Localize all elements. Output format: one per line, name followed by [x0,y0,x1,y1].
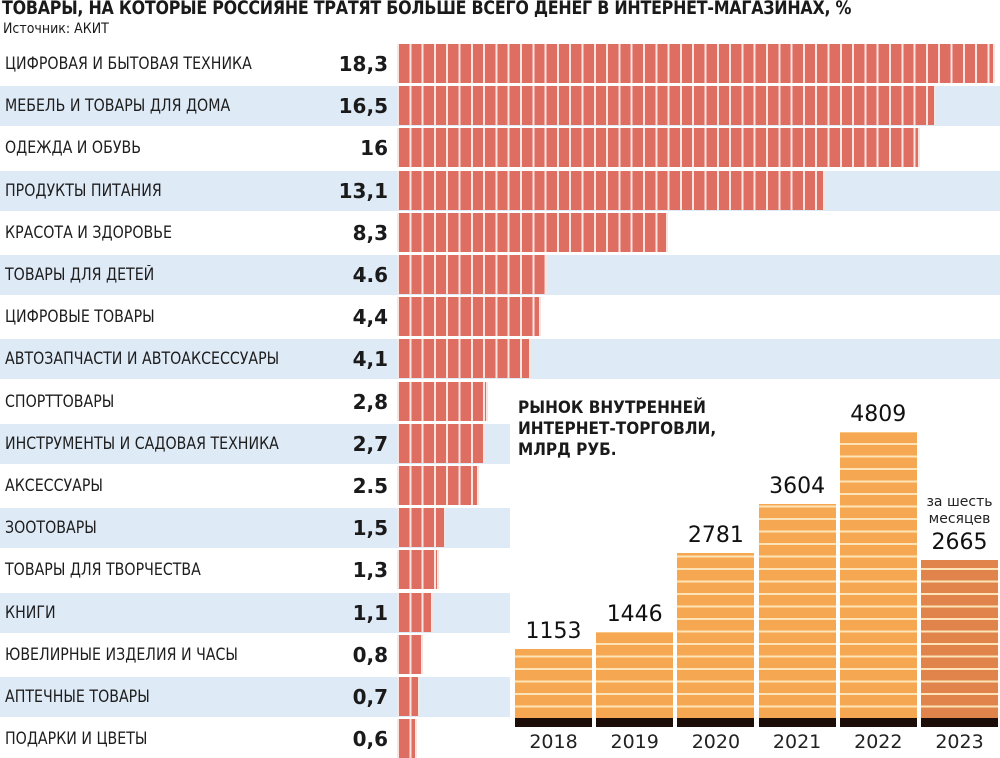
bar-baseline [758,718,836,727]
bar-baseline [596,718,674,727]
market-chart-title: РЫНОК ВНУТРЕННЕЙ ИНТЕРНЕТ-ТОРГОВЛИ, МЛРД… [518,398,717,460]
market-value-label: 4809 [850,402,907,427]
category-label: ПРОДУКТЫ ПИТАНИЯ [5,180,162,200]
market-value-label: 3604 [769,473,826,499]
category-label: АКСЕССУАРЫ [5,476,103,495]
value-label: 2,7 [352,431,388,456]
market-bar [596,632,674,718]
value-label: 0,7 [352,685,388,709]
bar [397,677,420,716]
value-label: 16 [360,136,388,161]
value-label: 1,1 [352,600,388,625]
bar [397,339,531,379]
market-bar [839,432,917,718]
category-label: ЦИФРОВАЯ И БЫТОВАЯ ТЕХНИКА [5,54,252,73]
bar [397,128,920,168]
category-label: АПТЕЧНЫЕ ТОВАРЫ [5,687,150,706]
market-value-label: 1153 [525,619,582,645]
row-band [0,677,510,717]
value-label: 13,1 [338,178,388,203]
value-label: 4.6 [352,263,388,287]
market-value-label: 2781 [687,522,744,548]
category-label: ОДЕЖДА И ОБУВЬ [5,138,141,158]
bar [397,170,826,210]
category-label: АВТОЗАПЧАСТИ И АВТОАКСЕССУАРЫ [5,349,280,369]
bar [397,212,669,252]
category-label: КНИГИ [5,602,56,622]
bar [397,255,548,294]
bar-baseline [677,718,755,727]
bar-baseline [921,718,998,727]
row-band [0,592,510,633]
value-label: 2.5 [352,474,388,498]
value-label: 0,6 [352,727,388,752]
bar-baseline [839,718,917,727]
year-tick-label: 2018 [529,731,578,753]
chart-source: Источник: АКИТ [3,21,109,37]
bar [397,423,486,463]
annotation-six-months: за шесть месяцев [926,493,993,527]
category-label: МЕБЕЛЬ И ТОВАРЫ ДЛЯ ДОМА [5,96,231,116]
value-label: 4,1 [352,347,388,372]
bar [397,381,489,421]
value-label: 1,3 [352,558,388,583]
market-bar [515,649,592,718]
bar [397,44,995,83]
year-tick-label: 2021 [772,731,822,753]
category-label: ЦИФРОВЫЕ ТОВАРЫ [5,307,155,327]
market-bar [758,503,836,718]
bar [397,297,541,337]
category-label: ЮВЕЛИРНЫЕ ИЗДЕЛИЯ И ЧАСЫ [5,644,238,664]
value-label: 8,3 [352,220,388,245]
chart-title: ТОВАРЫ, НА КОТОРЫЕ РОССИЯНЕ ТРАТЯТ БОЛЬШ… [2,0,852,19]
category-label: ПОДАРКИ И ЦВЕТЫ [5,729,148,749]
category-label: СПОРТТОВАРЫ [5,391,115,411]
value-label: 4,4 [352,305,388,330]
category-label: ЗООТОВАРЫ [5,518,97,538]
category-label: КРАСОТА И ЗДОРОВЬЕ [5,222,172,242]
bar [397,634,424,674]
year-tick-label: 2022 [854,731,903,753]
category-label: ТОВАРЫ ДЛЯ ДЕТЕЙ [5,265,155,284]
year-tick-label: 2019 [610,731,659,753]
bar [397,550,440,590]
value-label: 1,5 [352,516,388,541]
category-label: ТОВАРЫ ДЛЯ ТВОРЧЕСТВА [5,560,201,580]
market-bar [921,559,998,718]
bar [397,719,417,758]
category-label: ИНСТРУМЕНТЫ И САДОВАЯ ТЕХНИКА [5,433,279,453]
value-label: 16,5 [338,94,388,119]
bar-baseline [515,718,592,727]
market-bar [677,552,755,718]
bar [397,466,479,505]
value-label: 0,8 [352,642,388,667]
bar [397,86,937,126]
year-tick-label: 2023 [935,731,984,753]
year-tick-label: 2020 [691,731,741,753]
bar [397,508,447,548]
bar [397,592,433,632]
market-value-label: 2665 [931,529,988,555]
value-label: 18,3 [338,52,388,76]
value-label: 2,8 [352,389,388,414]
market-value-label: 1446 [606,602,663,627]
